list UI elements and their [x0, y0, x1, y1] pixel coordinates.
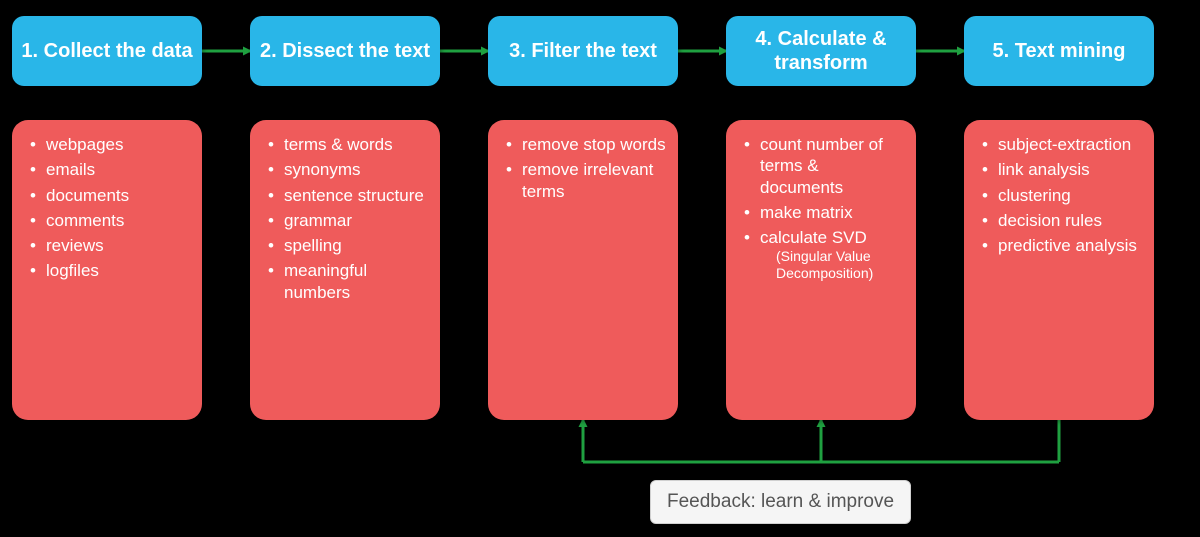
feedback-label: Feedback: learn & improve — [650, 480, 911, 524]
stage-detail-collect: webpages emails documents comments reviews lo… — [12, 120, 202, 420]
list-item: remove stop words — [506, 134, 668, 155]
stage-detail-dissect: terms & words synonyms sentence structure g… — [250, 120, 440, 420]
list-item-text: subject-extraction — [998, 135, 1131, 154]
list-item: link analysis — [982, 159, 1144, 180]
list-item-text: logfiles — [46, 261, 99, 280]
stage-title-collect: 1. Collect the data — [12, 16, 202, 86]
list-item-text: documents — [46, 186, 129, 205]
list-item-text: remove irrelevant terms — [522, 160, 653, 200]
list-item: emails — [30, 159, 192, 180]
list-item-text: link analysis — [998, 160, 1090, 179]
list-item: synonyms — [268, 159, 430, 180]
list-item: documents — [30, 185, 192, 206]
list-item-text: webpages — [46, 135, 124, 154]
list-item: reviews — [30, 235, 192, 256]
list-item: count number of terms & documents — [744, 134, 906, 198]
stage-title-text: 3. Filter the text — [509, 39, 657, 63]
list-item: subject-extraction — [982, 134, 1144, 155]
list-item-subtext: (Singular Value Decomposition) — [760, 248, 906, 282]
feedback-label-text: Feedback: learn & improve — [667, 491, 894, 512]
list-item-text: reviews — [46, 236, 104, 255]
list-item: calculate SVD(Singular Value Decompositi… — [744, 227, 906, 282]
list-item: make matrix — [744, 202, 906, 223]
stage-detail-calc: count number of terms & documents make ma… — [726, 120, 916, 420]
stage-title-text: 1. Collect the data — [21, 39, 192, 63]
stage-title-calc: 4. Calculate & transform — [726, 16, 916, 86]
detail-list: subject-extraction link analysis clusterin… — [978, 134, 1144, 256]
list-item-text: synonyms — [284, 160, 361, 179]
stage-title-dissect: 2. Dissect the text — [250, 16, 440, 86]
list-item-text: predictive analysis — [998, 236, 1137, 255]
list-item-text: count number of terms & documents — [760, 135, 883, 197]
list-item: webpages — [30, 134, 192, 155]
list-item: comments — [30, 210, 192, 231]
stage-title-mining: 5. Text mining — [964, 16, 1154, 86]
list-item: remove irrelevant terms — [506, 159, 668, 202]
stage-title-filter: 3. Filter the text — [488, 16, 678, 86]
list-item: sentence structure — [268, 185, 430, 206]
list-item: clustering — [982, 185, 1144, 206]
stage-title-text: 2. Dissect the text — [260, 39, 430, 63]
detail-list: remove stop words remove irrelevant terms — [502, 134, 668, 202]
list-item: predictive analysis — [982, 235, 1144, 256]
stage-title-text: 5. Text mining — [993, 39, 1126, 63]
list-item-text: emails — [46, 160, 95, 179]
list-item-text: decision rules — [998, 211, 1102, 230]
list-item: meaningful numbers — [268, 260, 430, 303]
stage-title-text: 4. Calculate & transform — [734, 27, 908, 75]
list-item-text: make matrix — [760, 203, 853, 222]
stage-detail-mining: subject-extraction link analysis clusterin… — [964, 120, 1154, 420]
stage-detail-filter: remove stop words remove irrelevant terms — [488, 120, 678, 420]
list-item-text: meaningful numbers — [284, 261, 367, 301]
detail-list: count number of terms & documents make ma… — [740, 134, 906, 282]
list-item: grammar — [268, 210, 430, 231]
list-item-text: clustering — [998, 186, 1071, 205]
list-item-text: grammar — [284, 211, 352, 230]
list-item-text: calculate SVD — [760, 228, 867, 247]
detail-list: terms & words synonyms sentence structure g… — [264, 134, 430, 303]
list-item: spelling — [268, 235, 430, 256]
list-item: logfiles — [30, 260, 192, 281]
list-item: decision rules — [982, 210, 1144, 231]
list-item-text: sentence structure — [284, 186, 424, 205]
list-item-text: remove stop words — [522, 135, 666, 154]
list-item: terms & words — [268, 134, 430, 155]
detail-list: webpages emails documents comments reviews lo… — [26, 134, 192, 282]
list-item-text: terms & words — [284, 135, 393, 154]
list-item-text: comments — [46, 211, 124, 230]
list-item-text: spelling — [284, 236, 342, 255]
